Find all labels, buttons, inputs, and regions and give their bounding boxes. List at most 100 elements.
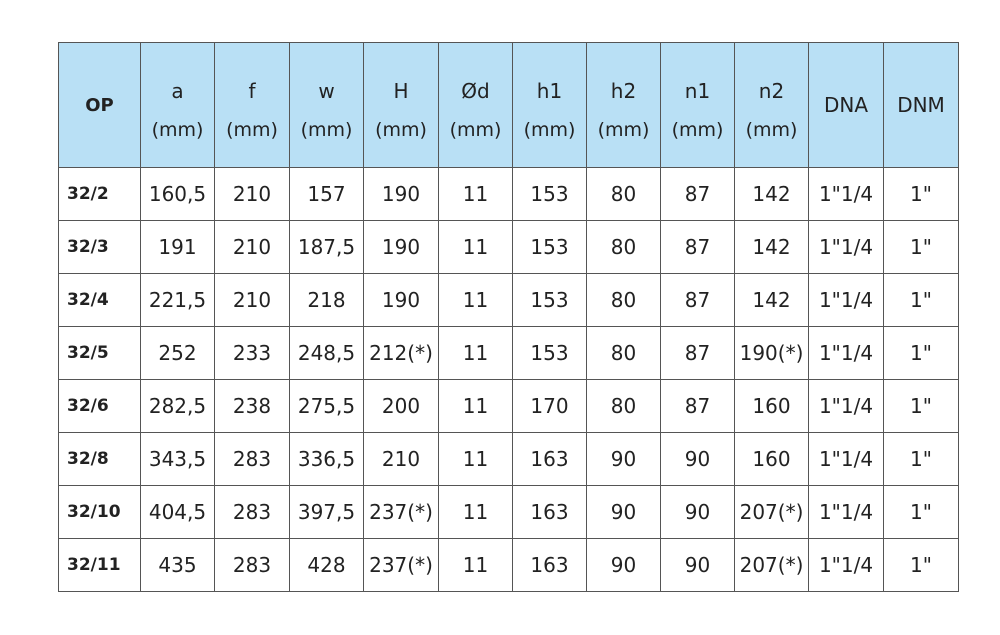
model-cell: 32/10 (58, 485, 141, 539)
table-row: 32/4 221,5 210 218 190 11 153 80 87 142 1"1/4 1" (58, 273, 959, 327)
value-cell: 1"1/4 (808, 220, 884, 274)
value-cell: 221,5 (140, 273, 215, 327)
table-row: 32/8 343,5 283 336,5 210 11 163 90 90 160 1"1/4 1" (58, 432, 959, 486)
value-cell: 160,5 (140, 167, 215, 221)
column-header: h1 (mm) (512, 42, 587, 168)
value-cell: 80 (586, 220, 661, 274)
value-cell: 80 (586, 273, 661, 327)
value-cell: 1"1/4 (808, 273, 884, 327)
column-header: a (mm) (140, 42, 215, 168)
value-cell: 163 (512, 432, 587, 486)
value-cell: 190 (363, 273, 439, 327)
value-cell: 283 (214, 538, 290, 592)
header-label: Ød (461, 79, 490, 103)
model-cell: 32/2 (58, 167, 141, 221)
value-cell: 210 (214, 167, 290, 221)
dimensions-table: OP a (mm) f (mm) w (mm) H (mm) Ød (mm) h1 (mm) h2 (mm)… (58, 42, 959, 592)
value-cell: 210 (214, 220, 290, 274)
value-cell: 200 (363, 379, 439, 433)
value-cell: 11 (438, 220, 513, 274)
table-row: 32/2 160,5 210 157 190 11 153 80 87 142 1"1/4 1" (58, 167, 959, 221)
value-cell: 207(*) (734, 538, 809, 592)
value-cell: 11 (438, 273, 513, 327)
value-cell: 233 (214, 326, 290, 380)
value-cell: 1"1/4 (808, 485, 884, 539)
value-cell: 11 (438, 538, 513, 592)
value-cell: 190(*) (734, 326, 809, 380)
table-row: 32/10 404,5 283 397,5 237(*) 11 163 90 90 207(*) 1… (58, 485, 959, 539)
value-cell: 90 (660, 538, 735, 592)
column-header: Ød (mm) (438, 42, 513, 168)
header-unit: (mm) (745, 119, 798, 141)
value-cell: 153 (512, 220, 587, 274)
value-cell: 1"1/4 (808, 326, 884, 380)
value-cell: 160 (734, 379, 809, 433)
header-unit: (mm) (226, 119, 278, 141)
value-cell: 157 (289, 167, 364, 221)
value-cell: 210 (214, 273, 290, 327)
value-cell: 1" (883, 432, 959, 486)
value-cell: 153 (512, 273, 587, 327)
value-cell: 153 (512, 326, 587, 380)
header-unit: (mm) (151, 119, 204, 141)
value-cell: 87 (660, 220, 735, 274)
value-cell: 404,5 (140, 485, 215, 539)
value-cell: 207(*) (734, 485, 809, 539)
value-cell: 1"1/4 (808, 379, 884, 433)
column-header: w (mm) (289, 42, 364, 168)
header-unit: (mm) (597, 119, 650, 141)
table-row: 32/3 191 210 187,5 190 11 153 80 87 142 1"1/4 1" (58, 220, 959, 274)
header-row: OP a (mm) f (mm) w (mm) H (mm) Ød (mm) h1 (mm) h2 (mm)… (58, 42, 959, 168)
value-cell: 1"1/4 (808, 538, 884, 592)
value-cell: 11 (438, 379, 513, 433)
value-cell: 275,5 (289, 379, 364, 433)
header-unit: (mm) (375, 119, 427, 141)
value-cell: 11 (438, 167, 513, 221)
header-label: H (393, 79, 409, 103)
value-cell: 343,5 (140, 432, 215, 486)
value-cell: 1" (883, 167, 959, 221)
value-cell: 1" (883, 485, 959, 539)
value-cell: 191 (140, 220, 215, 274)
value-cell: 237(*) (363, 538, 439, 592)
value-cell: 397,5 (289, 485, 364, 539)
column-header: OP (58, 42, 141, 168)
model-cell: 32/8 (58, 432, 141, 486)
table-row: 32/11 435 283 428 237(*) 11 163 90 90 207(*) 1"1/4… (58, 538, 959, 592)
value-cell: 190 (363, 167, 439, 221)
model-cell: 32/5 (58, 326, 141, 380)
value-cell: 1" (883, 220, 959, 274)
value-cell: 336,5 (289, 432, 364, 486)
table-row: 32/6 282,5 238 275,5 200 11 170 80 87 160 1"1/4 1" (58, 379, 959, 433)
column-header: H (mm) (363, 42, 439, 168)
value-cell: 435 (140, 538, 215, 592)
header-label: a (171, 79, 184, 103)
value-cell: 80 (586, 167, 661, 221)
value-cell: 428 (289, 538, 364, 592)
value-cell: 237(*) (363, 485, 439, 539)
value-cell: 90 (660, 485, 735, 539)
value-cell: 1" (883, 538, 959, 592)
value-cell: 90 (586, 538, 661, 592)
column-header: DNM (883, 42, 959, 168)
value-cell: 238 (214, 379, 290, 433)
value-cell: 80 (586, 326, 661, 380)
value-cell: 142 (734, 167, 809, 221)
value-cell: 153 (512, 167, 587, 221)
value-cell: 11 (438, 326, 513, 380)
value-cell: 11 (438, 432, 513, 486)
value-cell: 248,5 (289, 326, 364, 380)
value-cell: 87 (660, 167, 735, 221)
value-cell: 163 (512, 538, 587, 592)
value-cell: 187,5 (289, 220, 364, 274)
value-cell: 90 (586, 485, 661, 539)
header-unit: (mm) (449, 119, 502, 141)
value-cell: 142 (734, 220, 809, 274)
value-cell: 170 (512, 379, 587, 433)
table-row: 32/5 252 233 248,5 212(*) 11 153 80 87 190(*) 1"1/… (58, 326, 959, 380)
value-cell: 283 (214, 485, 290, 539)
column-header: f (mm) (214, 42, 290, 168)
column-header: n1 (mm) (660, 42, 735, 168)
model-cell: 32/4 (58, 273, 141, 327)
value-cell: 87 (660, 379, 735, 433)
